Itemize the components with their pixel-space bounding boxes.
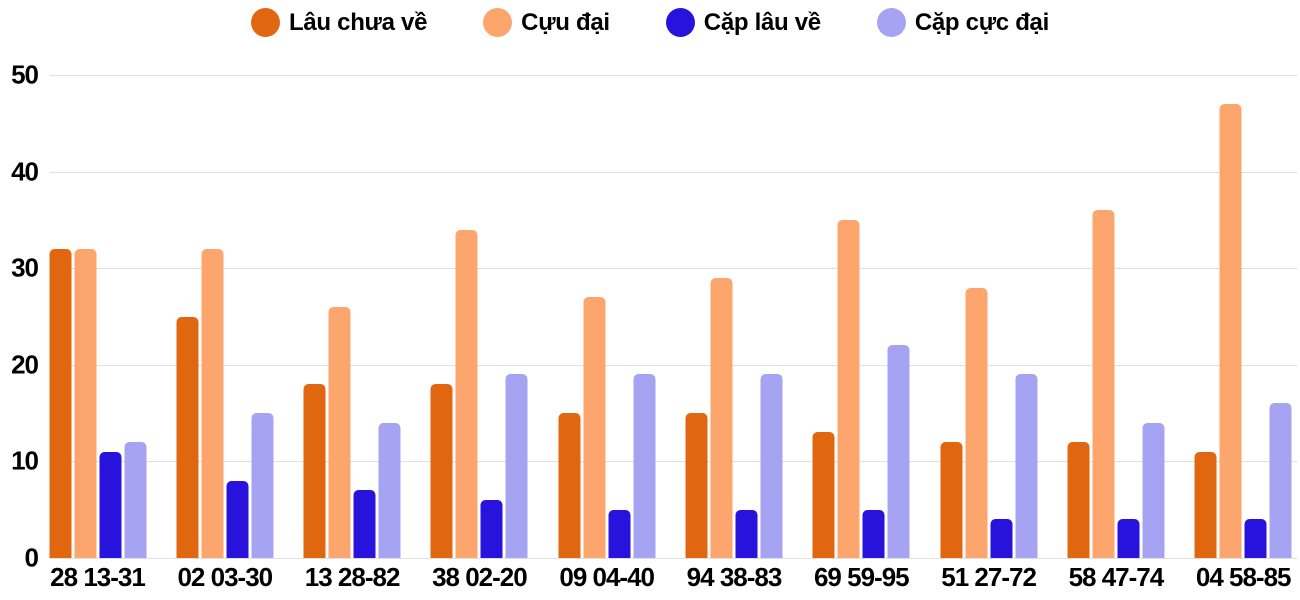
bar-group: 04 58-85: [1179, 75, 1300, 592]
bar-group: 69 59-95: [797, 75, 925, 592]
bar[interactable]: [1015, 374, 1038, 558]
bar-row: [685, 75, 783, 558]
bar[interactable]: [1269, 403, 1292, 558]
bar[interactable]: [378, 422, 401, 558]
x-axis-label: 51 27-72: [941, 562, 1037, 592]
bar[interactable]: [201, 248, 224, 558]
x-axis-label: 28 13-31: [50, 562, 146, 592]
legend: Lâu chưa về Cựu đại Cặp lâu về Cặp cực đại: [0, 8, 1300, 37]
y-axis-label: 30: [11, 252, 39, 283]
legend-label: Lâu chưa về: [289, 8, 428, 36]
x-axis-label: 38 02-20: [432, 562, 528, 592]
plot-area: 0 10 20 30 40 50 28 13-31 02 03-30 13 28-82 38 02…: [0, 60, 1300, 592]
bar[interactable]: [176, 316, 199, 558]
x-axis-label: 04 58-85: [1195, 562, 1292, 592]
y-axis-label: 10: [11, 445, 39, 476]
bar-row: [176, 75, 274, 558]
bar[interactable]: [430, 384, 453, 558]
gridline: [50, 268, 1297, 270]
y-axis-label: 50: [11, 59, 39, 90]
bar[interactable]: [124, 442, 146, 558]
x-axis-label: 58 47-74: [1068, 562, 1165, 592]
x-axis-label: 94 38-83: [686, 562, 783, 592]
bar[interactable]: [99, 451, 121, 558]
bar-group: 38 02-20: [415, 75, 543, 592]
legend-swatch-icon: [251, 8, 281, 37]
gridline: [50, 364, 1297, 366]
bar[interactable]: [990, 519, 1013, 558]
legend-item-4[interactable]: Cặp cực đại: [876, 8, 1049, 37]
bar-group: 58 47-74: [1052, 75, 1180, 592]
bar-group: 51 27-72: [925, 75, 1053, 592]
bar[interactable]: [505, 374, 528, 558]
legend-swatch-icon: [665, 8, 695, 37]
bar-row: [303, 75, 401, 558]
bar[interactable]: [480, 500, 503, 558]
bar[interactable]: [1244, 519, 1267, 558]
bar-row: [1067, 75, 1165, 558]
gridline: [50, 558, 1297, 559]
legend-swatch-icon: [876, 8, 906, 37]
legend-item-2[interactable]: Cựu đại: [483, 8, 610, 37]
bar[interactable]: [455, 229, 478, 558]
gridline: [50, 171, 1297, 173]
x-axis-label: 09 04-40: [559, 562, 655, 592]
legend-item-1[interactable]: Lâu chưa về: [251, 8, 427, 37]
x-axis-label: 13 28-82: [304, 562, 401, 592]
bar[interactable]: [1117, 519, 1140, 558]
bar[interactable]: [558, 413, 581, 558]
legend-swatch-icon: [483, 8, 513, 37]
bar[interactable]: [74, 248, 96, 558]
gridline: [50, 75, 1297, 76]
bar[interactable]: [353, 490, 376, 558]
bar-group: 94 38-83: [670, 75, 798, 592]
bar[interactable]: [1142, 422, 1165, 558]
bar[interactable]: [583, 297, 606, 558]
y-axis-label: 0: [24, 542, 39, 573]
bar[interactable]: [965, 287, 988, 558]
bar-row: [1194, 75, 1292, 558]
y-axis-label: 40: [11, 156, 39, 187]
bar[interactable]: [812, 432, 835, 558]
bar[interactable]: [608, 509, 631, 558]
y-axis-label: 20: [11, 349, 39, 380]
bar[interactable]: [837, 219, 860, 558]
bar-row: [430, 75, 528, 558]
bar-group: 09 04-40: [543, 75, 671, 592]
legend-label: Cặp cực đại: [914, 8, 1049, 36]
bar[interactable]: [862, 509, 885, 558]
bar[interactable]: [49, 248, 71, 558]
x-axis-label: 69 59-95: [813, 562, 910, 592]
bar[interactable]: [1092, 210, 1115, 558]
bar-group: 02 03-30: [161, 75, 289, 592]
bar[interactable]: [1067, 442, 1090, 558]
legend-item-3[interactable]: Cặp lâu về: [665, 8, 821, 37]
bar[interactable]: [735, 509, 758, 558]
legend-label: Cặp lâu về: [703, 8, 821, 36]
bar[interactable]: [685, 413, 708, 558]
bar-group: 13 28-82: [288, 75, 416, 592]
bar[interactable]: [328, 306, 351, 558]
bar[interactable]: [633, 374, 656, 558]
bar[interactable]: [940, 442, 963, 558]
bar[interactable]: [887, 345, 910, 558]
bar[interactable]: [1219, 103, 1242, 558]
bar-row: [558, 75, 656, 558]
bar[interactable]: [710, 277, 733, 558]
gridline: [50, 461, 1297, 463]
bar-row: [49, 75, 146, 558]
bar[interactable]: [251, 413, 274, 558]
bar[interactable]: [226, 480, 249, 558]
bar[interactable]: [760, 374, 783, 558]
bar-row: [940, 75, 1038, 558]
bar-row: [812, 75, 910, 558]
bar[interactable]: [303, 384, 326, 558]
bar[interactable]: [1194, 451, 1217, 558]
legend-label: Cựu đại: [521, 8, 610, 36]
bar-group: 28 13-31: [34, 75, 162, 592]
x-axis-label: 02 03-30: [177, 562, 273, 592]
